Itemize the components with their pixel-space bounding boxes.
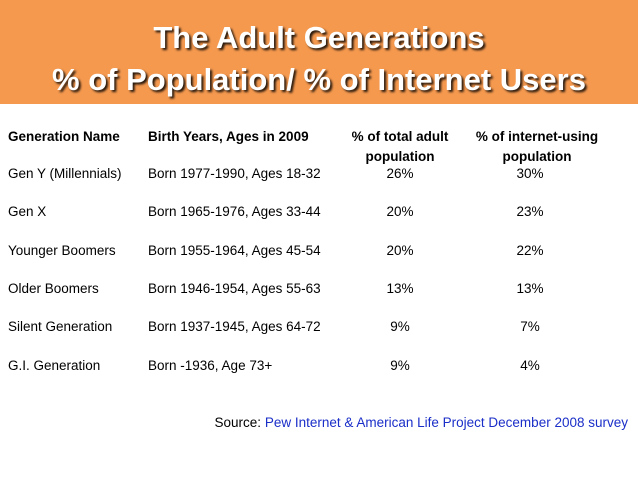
cell-pct-internet: 7%	[520, 319, 540, 334]
cell-birth-years: Born 1937-1945, Ages 64-72	[148, 319, 321, 334]
cell-generation: G.I. Generation	[8, 358, 101, 373]
cell-birth-years: Born -1936, Age 73+	[148, 358, 273, 373]
cell-generation: Silent Generation	[8, 319, 113, 334]
title-bar: The Adult Generations % of Population/ %…	[0, 0, 638, 104]
cell-birth-years: Born 1977-1990, Ages 18-32	[148, 166, 321, 181]
cell-pct-internet: 13%	[516, 281, 544, 296]
header-pct-adult-line2: population	[365, 149, 435, 164]
header-pct-adult-line1: % of total adult	[351, 129, 449, 144]
cell-generation: Older Boomers	[8, 281, 99, 296]
cell-pct-adult: 20%	[386, 204, 414, 219]
cell-birth-years: Born 1946-1954, Ages 55-63	[148, 281, 321, 296]
cell-pct-internet: 22%	[516, 243, 544, 258]
header-birth-years: Birth Years, Ages in 2009	[148, 129, 309, 144]
source-label: Source:	[214, 415, 265, 430]
source-link[interactable]: Pew Internet & American Life Project Dec…	[264, 415, 628, 430]
source-note: Source: Pew Internet & American Life Pro…	[0, 415, 628, 430]
header-generation-name: Generation Name	[8, 129, 120, 144]
cell-birth-years: Born 1955-1964, Ages 45-54	[148, 243, 321, 258]
cell-pct-adult: 9%	[390, 319, 410, 334]
title-line-2: % of Population/ % of Internet Users	[52, 62, 586, 97]
cell-generation: Gen X	[8, 204, 47, 219]
cell-pct-adult: 13%	[386, 281, 414, 296]
title-line-1: The Adult Generations	[153, 20, 485, 55]
cell-generation: Younger Boomers	[8, 243, 116, 258]
cell-birth-years: Born 1965-1976, Ages 33-44	[148, 204, 321, 219]
cell-pct-internet: 30%	[516, 166, 544, 181]
header-pct-internet-line1: % of internet-using	[475, 129, 599, 144]
cell-pct-adult: 20%	[386, 243, 414, 258]
cell-pct-adult: 9%	[390, 358, 410, 373]
cell-generation: Gen Y (Millennials)	[8, 166, 122, 181]
cell-pct-adult: 26%	[386, 166, 414, 181]
header-pct-internet-line2: population	[502, 149, 572, 164]
cell-pct-internet: 23%	[516, 204, 544, 219]
cell-pct-internet: 4%	[520, 358, 540, 373]
